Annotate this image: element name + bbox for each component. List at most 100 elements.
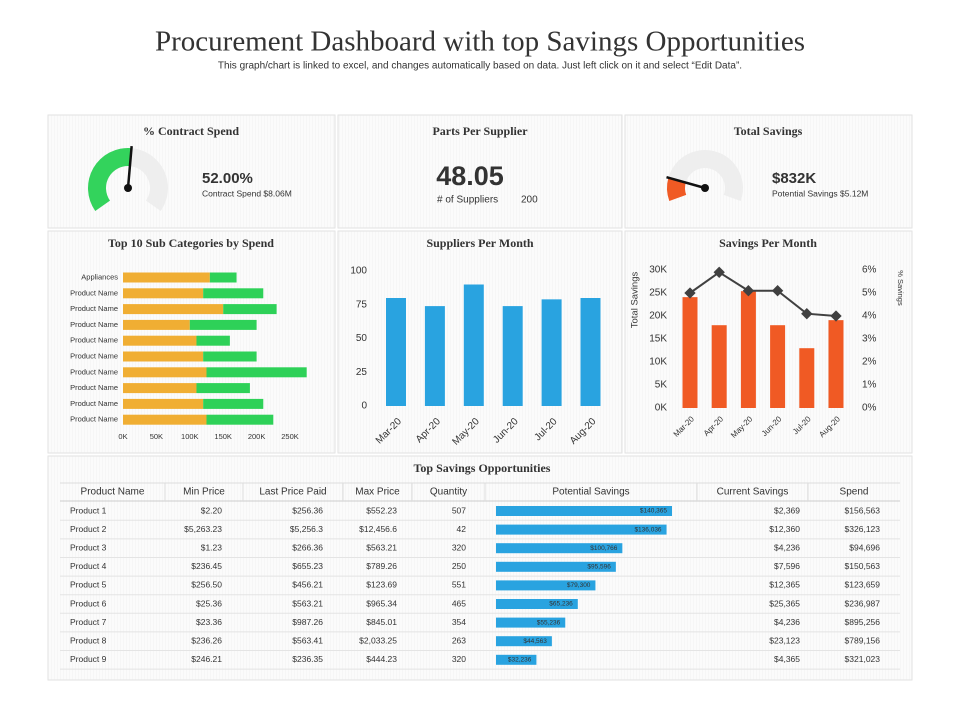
table-cell: $236,987 — [845, 598, 881, 608]
line-marker — [713, 266, 725, 278]
savings-bar — [496, 636, 552, 647]
bar — [711, 325, 727, 408]
bar — [463, 284, 484, 406]
panel — [624, 230, 913, 454]
table-cell: Product 3 — [70, 542, 107, 552]
bar — [386, 298, 406, 406]
table-cell: $256.50 — [191, 580, 222, 590]
savings-bar — [496, 654, 537, 665]
gauge-needle — [666, 175, 706, 190]
y2-axis-label: % Savings — [896, 270, 905, 306]
savings-label: $79,300 — [567, 582, 591, 589]
table-cell: $2,369 — [774, 505, 800, 515]
line-marker — [742, 285, 755, 297]
table-cell: $2,033.25 — [359, 635, 397, 645]
y-tick-label: 25K — [649, 288, 667, 299]
line-marker — [801, 308, 813, 320]
savings-label: $100,766 — [590, 545, 617, 552]
table-cell: 320 — [452, 654, 466, 664]
x-tick-label: 150K — [214, 432, 232, 441]
gauge-hub — [701, 184, 709, 192]
table-cell: 42 — [457, 524, 467, 534]
table-cell: $1.23 — [201, 542, 223, 552]
bar-segment — [123, 383, 197, 394]
table-cell: $456.21 — [292, 580, 323, 590]
x-tick-label: 50K — [150, 432, 163, 441]
bar-segment — [123, 335, 197, 346]
table-cell: $12,365 — [769, 580, 800, 590]
y2-tick-label: 1% — [862, 380, 877, 391]
table-cell: 263 — [452, 635, 466, 645]
bar — [502, 306, 523, 406]
kpi-value: 48.05 — [436, 161, 504, 191]
bar-segment — [123, 304, 224, 315]
table-cell: $444.23 — [366, 654, 397, 664]
y-axis-label: Total Savings — [630, 272, 641, 329]
table-cell: $266.36 — [292, 542, 323, 552]
table-cell: $236.35 — [292, 654, 323, 664]
bar-segment — [209, 272, 237, 283]
bar — [541, 299, 562, 406]
savings-bar — [496, 580, 596, 591]
bar-segment — [206, 414, 274, 425]
bar-segment — [123, 367, 207, 378]
savings-bar — [496, 561, 616, 572]
y-tick-label: 50 — [356, 333, 368, 344]
gauge-arc — [667, 177, 687, 201]
table-cell: $123,659 — [845, 580, 881, 590]
bar — [580, 298, 601, 406]
table-cell: $150,563 — [845, 561, 881, 571]
y-tick-label: 15K — [649, 334, 667, 345]
gauge-track — [667, 149, 743, 201]
y-tick-label: Product Name — [70, 351, 118, 360]
table-cell: $2.20 — [201, 505, 223, 515]
bar — [424, 306, 445, 406]
table-cell: $895,256 — [845, 617, 881, 627]
column-header: Quantity — [430, 487, 467, 498]
savings-bar — [496, 506, 672, 516]
y2-tick-label: 0% — [862, 403, 877, 414]
savings-label: $44,563 — [523, 638, 547, 645]
bar — [682, 297, 698, 408]
chart-title: % Contract Spend — [143, 124, 239, 138]
gauge-hub — [124, 184, 132, 192]
column-header: Potential Savings — [552, 487, 629, 498]
gauge-needle — [126, 146, 133, 189]
line-marker — [830, 310, 842, 322]
y2-tick-label: 4% — [862, 311, 877, 322]
table-cell: $12,360 — [769, 524, 800, 534]
table-cell: $321,023 — [845, 654, 881, 664]
y-tick-label: 25 — [356, 367, 368, 378]
column-header: Min Price — [183, 487, 225, 498]
table-cell: Product 6 — [70, 598, 107, 608]
savings-bar — [496, 543, 623, 554]
y-tick-label: Product Name — [70, 415, 118, 424]
table-cell: $563.41 — [292, 635, 323, 645]
chart-title: Parts Per Supplier — [432, 124, 528, 138]
y2-tick-label: 2% — [862, 357, 877, 368]
table-cell: $563.21 — [292, 598, 323, 608]
chart-title: Suppliers Per Month — [426, 236, 533, 250]
y-tick-label: 10K — [649, 357, 667, 368]
bar — [828, 320, 844, 408]
bar-segment — [123, 351, 204, 362]
bar-segment — [123, 288, 204, 299]
table-cell: 507 — [452, 505, 466, 515]
kpi-number: 200 — [521, 195, 538, 206]
y-tick-label: 30K — [649, 265, 667, 276]
table-cell: $5,256.3 — [290, 524, 323, 534]
table-cell: $563.21 — [366, 542, 397, 552]
y-tick-label: 5K — [655, 380, 668, 391]
table-cell: Product 1 — [70, 505, 107, 515]
y-tick-label: 20K — [649, 311, 667, 322]
column-header: Spend — [840, 487, 869, 498]
table-cell: $236.45 — [191, 561, 222, 571]
savings-label: $32,236 — [508, 657, 532, 664]
table-cell: $845.01 — [366, 617, 397, 627]
savings-bar — [496, 617, 566, 628]
x-tick-label: 200K — [248, 432, 266, 441]
column-header: Product Name — [81, 487, 145, 498]
table-cell: $326,123 — [845, 524, 881, 534]
bar-segment — [203, 288, 264, 299]
